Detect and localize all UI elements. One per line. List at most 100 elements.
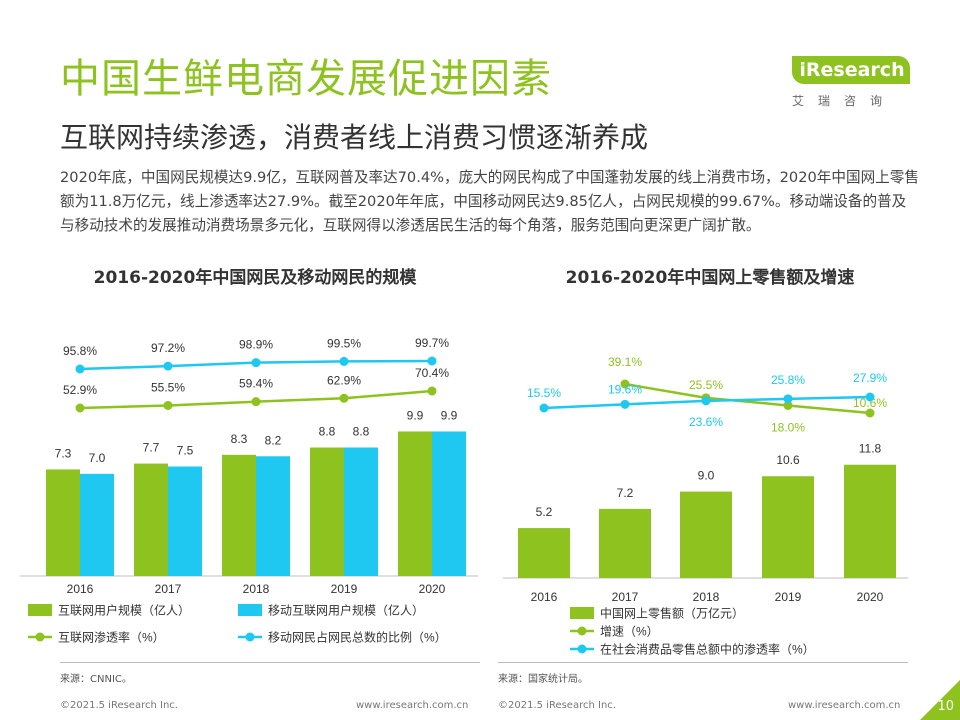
chart2-legend-label-1: 增速（%） (600, 625, 659, 639)
chart1-bar-internet-2017 (134, 463, 168, 576)
chart1-point-mobile-share-2016 (75, 364, 85, 374)
chart1-point-label-penetration-2020: 70.4% (415, 366, 449, 380)
chart1-point-label-mobile-share-2017: 97.2% (151, 341, 185, 355)
chart1-point-label-penetration-2017: 55.5% (151, 380, 185, 394)
chart1-title: 2016-2020年中国网民及移动网民的规模 (93, 268, 417, 288)
footer-url-left: www.iresearch.com.cn (356, 700, 469, 711)
page-title: 中国生鲜电商发展促进因素 (60, 56, 552, 102)
chart2-bar-retail-2020 (844, 464, 896, 578)
chart2-x-tick-2019: 2019 (775, 590, 802, 604)
chart2-line-growth (624, 382, 871, 415)
chart2-point-growth-2020 (865, 408, 875, 418)
chart1-legend-swatch-1 (238, 604, 262, 616)
chart2-bar-retail-2017 (599, 508, 651, 578)
chart2-point-label-penetration-2016: 15.5% (527, 386, 561, 400)
chart2-bar-label-retail-2017: 7.2 (617, 486, 634, 500)
logo-badge (792, 56, 910, 84)
chart1-bar-label-mobile-2019: 8.8 (353, 425, 370, 439)
chart2-bar-label-retail-2018: 9.0 (698, 469, 715, 483)
logo-cn-text: 艾瑞咨询 (792, 94, 897, 108)
chart2-point-label-penetration-2018: 23.6% (689, 415, 723, 429)
chart1-bar-label-internet-2017: 7.7 (143, 441, 160, 455)
chart1-point-mobile-share-2019 (339, 356, 349, 366)
chart2-point-penetration-2018 (701, 396, 711, 406)
chart1-bar-label-internet-2020: 9.9 (407, 408, 424, 422)
chart1-point-label-mobile-share-2018: 98.9% (239, 338, 273, 352)
chart2-point-penetration-2019 (783, 394, 793, 404)
chart1-bar-mobile-2020 (432, 431, 466, 576)
chart1-bar-label-mobile-2018: 8.2 (265, 433, 282, 447)
chart1-legend-marker-3 (245, 632, 255, 642)
chart1-legend-label-0: 互联网用户规模（亿人） (58, 603, 190, 618)
chart2-legend-marker-1 (577, 626, 587, 636)
chart1-point-mobile-share-2018 (251, 358, 261, 368)
chart1-bar-internet-2020 (398, 431, 432, 576)
footer-copyright-left: ©2021.5 iResearch Inc. (60, 700, 178, 711)
chart1-point-mobile-share-2020 (427, 356, 437, 366)
chart2-bar-label-retail-2016: 5.2 (536, 505, 553, 519)
chart2-point-label-growth-2019: 18.0% (771, 420, 805, 434)
chart1-bar-mobile-2019 (344, 447, 378, 576)
chart2-point-growth-2017 (620, 379, 630, 389)
chart1-source: 来源：CNNIC。 (60, 674, 132, 685)
chart1-x-tick-2020: 2020 (419, 582, 446, 596)
chart2-legend-swatch-0 (570, 607, 594, 619)
chart2-bar-retail-2016 (518, 528, 570, 578)
chart1-point-label-mobile-share-2016: 95.8% (63, 344, 97, 358)
chart1-legend-label-1: 移动互联网用户规模（亿人） (268, 603, 424, 618)
chart1-point-label-penetration-2018: 59.4% (239, 377, 273, 391)
chart1-point-label-penetration-2019: 62.9% (327, 373, 361, 387)
chart2-legend-marker-2 (577, 644, 587, 654)
chart1-point-mobile-share-2017 (163, 361, 173, 371)
chart2-bar-retail-2019 (762, 476, 814, 578)
chart1-bar-label-internet-2016: 7.3 (55, 446, 72, 460)
chart2-bar-label-retail-2020: 11.8 (859, 442, 882, 456)
chart2-x-tick-2018: 2018 (693, 590, 720, 604)
logo-text: iResearch (799, 59, 905, 81)
chart1-point-label-mobile-share-2020: 99.7% (415, 336, 449, 350)
chart2-point-growth-2019 (783, 400, 793, 410)
chart1-bar-internet-2016 (46, 469, 80, 576)
chart1-point-penetration-2016 (75, 403, 85, 413)
chart2-x-tick-2016: 2016 (531, 590, 558, 604)
chart2-point-label-penetration-2019: 25.8% (771, 373, 805, 387)
footer-divider-left (60, 662, 480, 663)
chart2-x-tick-2017: 2017 (612, 590, 639, 604)
chart1-legend-marker-2 (35, 632, 45, 642)
chart1-bar-label-mobile-2016: 7.0 (89, 451, 106, 465)
chart1-legend-label-2: 互联网渗透率（%） (58, 630, 165, 645)
chart1-point-label-mobile-share-2019: 99.5% (327, 336, 361, 350)
chart1-legend-swatch-0 (28, 604, 52, 616)
chart1-x-tick-2019: 2019 (331, 582, 358, 596)
chart2-point-label-growth-2018: 25.5% (689, 378, 723, 392)
chart1-point-penetration-2019 (339, 393, 349, 403)
chart1-bar-label-internet-2018: 8.3 (231, 432, 248, 446)
chart1-bar-mobile-2016 (80, 473, 114, 576)
chart1-point-penetration-2020 (427, 386, 437, 396)
chart2-legend-label-0: 中国网上零售额（万亿元） (600, 606, 744, 621)
chart1-bar-label-mobile-2020: 9.9 (441, 408, 458, 422)
chart2-bar-retail-2018 (680, 491, 732, 578)
chart2-bar-label-retail-2019: 10.6 (776, 453, 800, 467)
chart1-x-tick-2017: 2017 (155, 582, 182, 596)
chart1-x-tick-2016: 2016 (67, 582, 94, 596)
iresearch-logo: iResearch 艾瑞咨询 (792, 44, 922, 114)
chart2-legend-label-2: 在社会消费品零售总额中的渗透率（%） (600, 642, 815, 657)
chart2-point-label-penetration-2020: 27.9% (853, 371, 887, 385)
chart2-point-label-growth-2020: 10.6% (853, 396, 887, 410)
chart2-point-penetration-2020 (865, 392, 875, 402)
chart1-bar-mobile-2018 (256, 456, 290, 576)
chart2-source: 来源：国家统计局。 (498, 674, 588, 685)
chart1-bar-internet-2019 (310, 447, 344, 576)
chart2-point-penetration-2017 (620, 399, 630, 409)
page-number-text: 10 (937, 699, 954, 714)
chart1-bar-internet-2018 (222, 454, 256, 576)
chart1-legend-label-3: 移动网民占网民总数的比例（%） (268, 630, 447, 645)
chart2-point-label-penetration-2017: 19.6% (608, 382, 642, 396)
chart2-title: 2016-2020年中国网上零售额及增速 (565, 268, 855, 288)
chart1-point-penetration-2018 (251, 397, 261, 407)
footer-divider-right (498, 662, 908, 663)
chart1-x-tick-2018: 2018 (243, 582, 270, 596)
chart2-point-label-growth-2017: 39.1% (608, 355, 642, 369)
